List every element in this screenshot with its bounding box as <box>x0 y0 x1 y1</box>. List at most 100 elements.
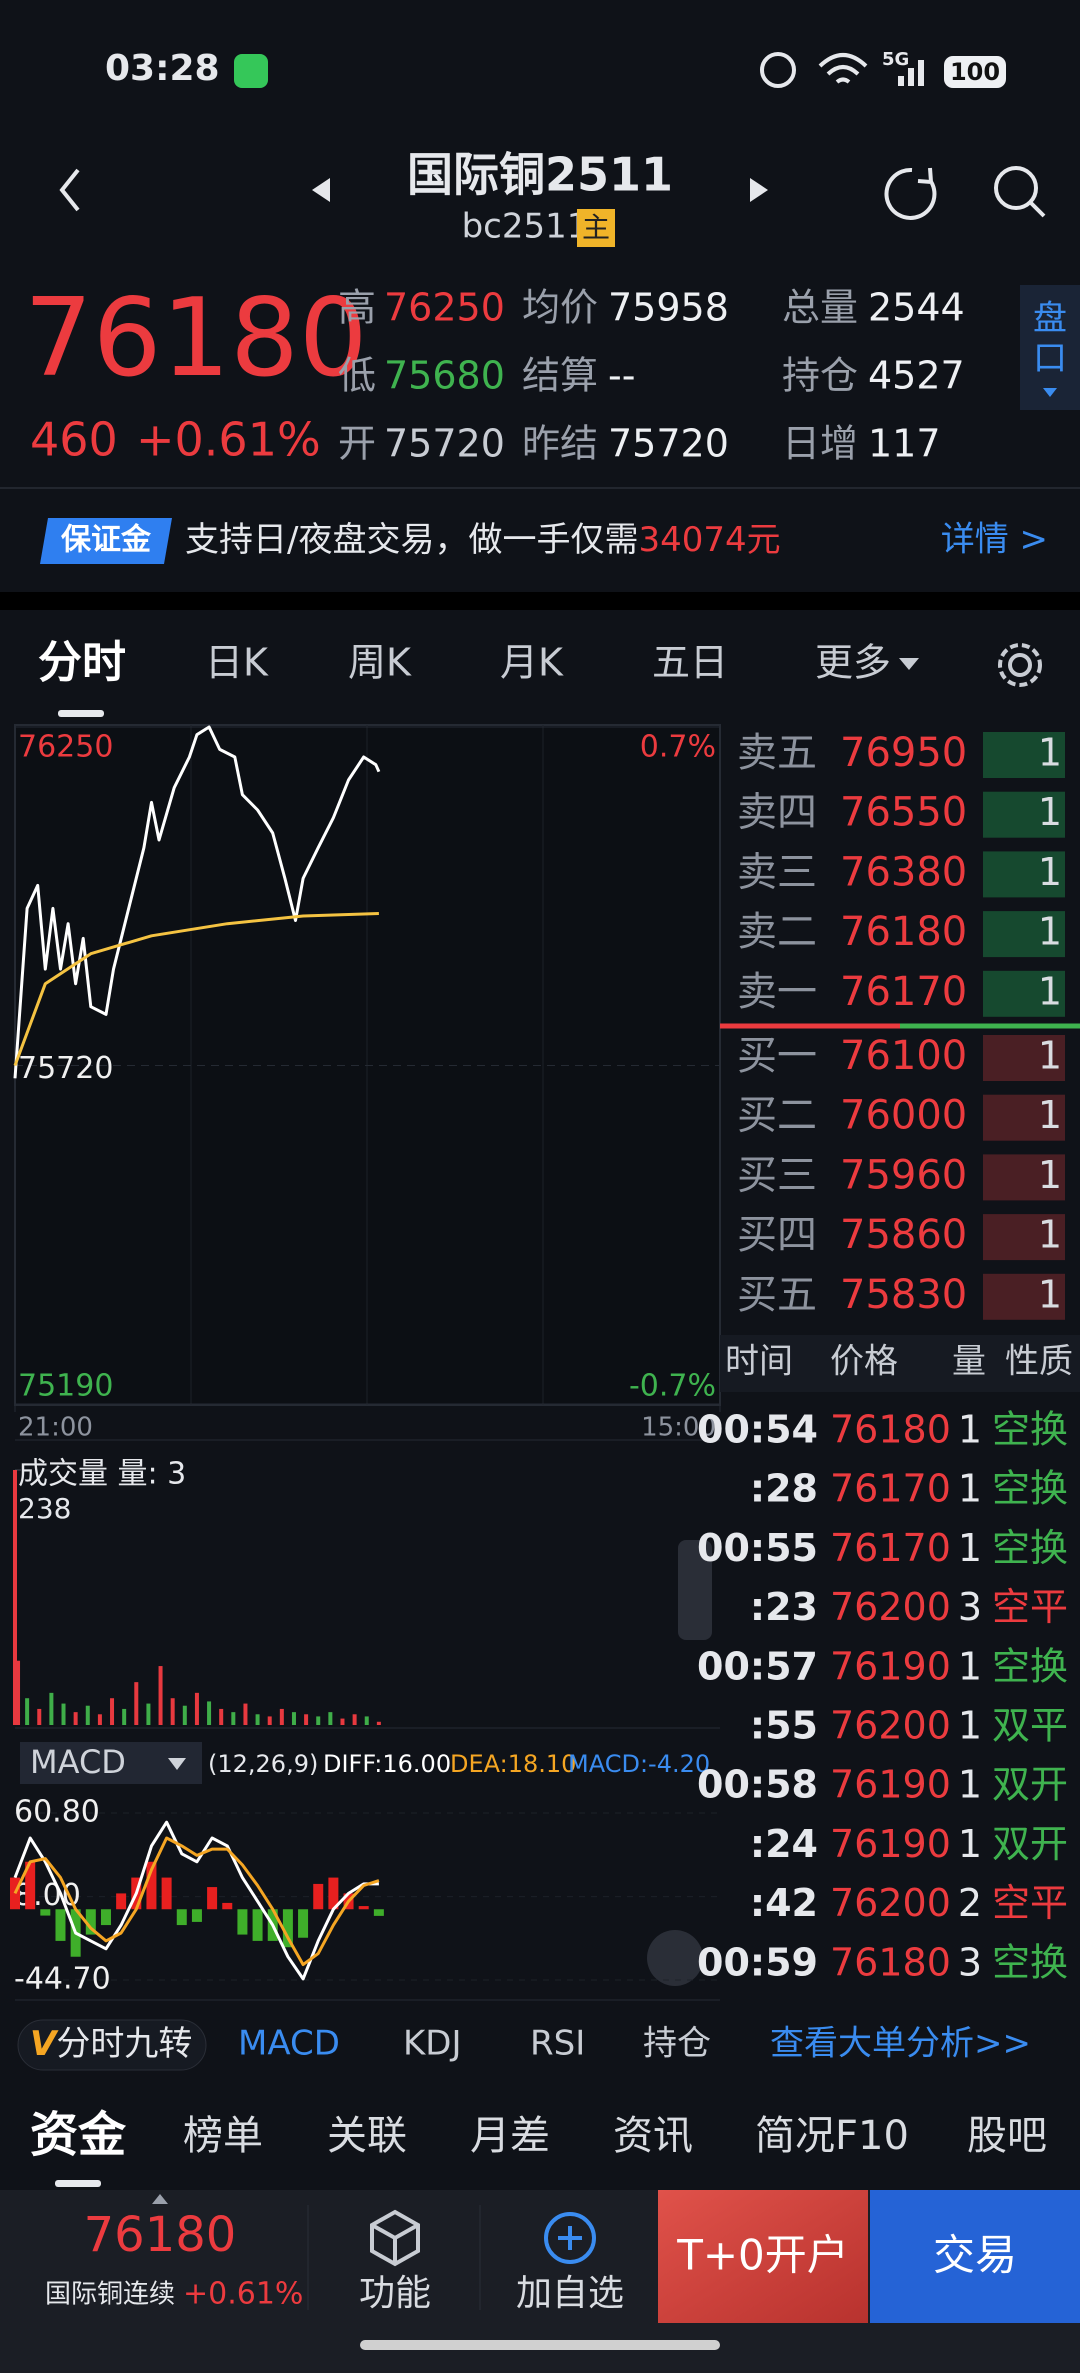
trade-button[interactable] <box>870 2190 1080 2323</box>
last-price: 76180 <box>24 276 368 401</box>
legend-label: DEA:18.10 <box>450 1750 576 1778</box>
macd-bar <box>282 1909 293 1948</box>
contract-title: 国际铜2511 <box>407 148 673 202</box>
level-volume: 1 <box>1038 910 1062 954</box>
volume-bar <box>291 1712 296 1725</box>
volume-bar <box>16 1660 21 1725</box>
main-badge-text: 主 <box>582 211 610 244</box>
chart-tab[interactable]: 周K <box>348 641 412 685</box>
indicator-name[interactable]: MACD <box>30 1743 126 1781</box>
function-button[interactable]: 功能 <box>359 2273 431 2314</box>
macd-bar <box>313 1883 324 1910</box>
stat-label: 低 <box>338 354 376 398</box>
bottom-tab[interactable]: 资金 <box>30 2107 127 2163</box>
bottom-tab[interactable]: 关联 <box>327 2113 407 2159</box>
bottom-tab[interactable]: 榜单 <box>183 2113 263 2159</box>
indicator-tab[interactable]: KDJ <box>403 2024 462 2064</box>
indicator-select[interactable] <box>20 1742 202 1784</box>
macd-bar <box>116 1893 127 1910</box>
chart-tab[interactable]: 日K <box>205 641 269 685</box>
y-tick-label: 75190 <box>18 1369 113 1404</box>
trade-price: 76190 <box>830 1763 951 1807</box>
series-line <box>13 1836 380 1967</box>
volume-bar <box>110 1698 115 1725</box>
stat-value: 76250 <box>384 286 505 330</box>
trade-volume: 1 <box>958 1822 982 1866</box>
indicator-tab[interactable]: RSI <box>530 2024 585 2064</box>
stat-value: 2544 <box>868 286 965 330</box>
prev-contract[interactable] <box>312 178 330 202</box>
next-contract[interactable] <box>750 178 768 202</box>
x-tick-label: 15:00 <box>641 1413 716 1443</box>
level-price: 76100 <box>840 1033 967 1079</box>
macd-bar <box>373 1909 384 1916</box>
y-tick-label: 60.80 <box>14 1795 100 1830</box>
trade-volume: 1 <box>958 1763 982 1807</box>
chart-tab[interactable]: 分时 <box>38 637 126 688</box>
chart-tab[interactable]: 更多 <box>815 641 891 685</box>
trades-header-label: 性质 <box>1005 1342 1073 1382</box>
level-price: 75830 <box>840 1272 967 1318</box>
indicator-tab[interactable]: MACD <box>238 2024 340 2064</box>
trade-nature: 空换 <box>992 1467 1068 1511</box>
volume-bar <box>279 1708 284 1725</box>
level-label: 卖一 <box>737 969 817 1015</box>
trade-time: :24 <box>750 1822 818 1866</box>
banner-link[interactable]: 详情 > <box>941 520 1048 560</box>
depth-tab-text: 盘 <box>1033 299 1067 339</box>
stat-label: 高 <box>338 286 376 330</box>
function-icon <box>370 2209 420 2267</box>
open-account-label[interactable]: T+0开户 <box>676 2231 849 2280</box>
level-label: 卖三 <box>737 849 817 895</box>
refresh-button[interactable] <box>884 167 937 220</box>
trade-price: 76190 <box>830 1644 951 1688</box>
big-order-link[interactable]: 查看大单分析>> <box>770 2024 1031 2064</box>
search-button[interactable] <box>994 166 1046 218</box>
collapse-tab[interactable] <box>678 1540 712 1640</box>
trade-price: 76200 <box>830 1704 951 1748</box>
series-line <box>13 725 381 1079</box>
chart-tab[interactable]: 月K <box>500 641 564 685</box>
volume-bar <box>170 1698 175 1725</box>
trade-label[interactable]: 交易 <box>933 2231 1017 2280</box>
volume-bar <box>49 1692 54 1725</box>
trade-time: :28 <box>750 1467 818 1511</box>
volume-bar <box>316 1716 321 1725</box>
y-tick-label: 238 <box>18 1492 71 1525</box>
volume-bar <box>37 1708 42 1725</box>
level-volume-bar <box>983 851 1065 898</box>
nine-turn: V分时九转 <box>30 2024 192 2064</box>
nine-turn-pill[interactable] <box>17 2019 207 2071</box>
trades-header-label: 价格 <box>830 1342 898 1382</box>
level-volume-bar <box>983 1154 1065 1201</box>
trade-volume: 1 <box>958 1526 982 1570</box>
stat-value: -- <box>608 354 635 398</box>
open-account-button[interactable] <box>658 2190 868 2323</box>
volume-bar <box>267 1716 272 1725</box>
indicator-tab[interactable]: 持仓 <box>643 2024 711 2064</box>
trade-time: :42 <box>750 1881 818 1925</box>
bottom-tab[interactable]: 月差 <box>470 2113 550 2159</box>
add-watch-button[interactable]: 加自选 <box>516 2273 624 2314</box>
volume-bar <box>134 1682 139 1725</box>
bottom-tab[interactable]: 简况F10 <box>755 2113 909 2159</box>
volume-bar <box>158 1666 163 1725</box>
trade-nature: 空平 <box>992 1881 1068 1925</box>
bottom-tab[interactable]: 股吧 <box>967 2113 1047 2159</box>
volume-bar <box>25 1698 30 1725</box>
level-volume: 1 <box>1038 1153 1062 1197</box>
trades-header-label: 量 <box>952 1342 986 1382</box>
level-volume-bar <box>983 1214 1065 1261</box>
volume-bar <box>146 1703 151 1725</box>
macd-bar <box>222 1902 233 1910</box>
back-button[interactable] <box>59 168 80 212</box>
bottom-tab[interactable]: 资讯 <box>613 2113 693 2159</box>
expand-button[interactable] <box>647 1930 703 1986</box>
stat-label: 结算 <box>522 354 598 398</box>
trade-price: 76170 <box>830 1526 951 1570</box>
settings-button[interactable] <box>998 643 1042 687</box>
macd-bar <box>10 1877 20 1910</box>
level-volume-bar <box>983 911 1065 958</box>
level-label: 卖五 <box>737 730 817 776</box>
chart-tab[interactable]: 五日 <box>652 641 728 685</box>
